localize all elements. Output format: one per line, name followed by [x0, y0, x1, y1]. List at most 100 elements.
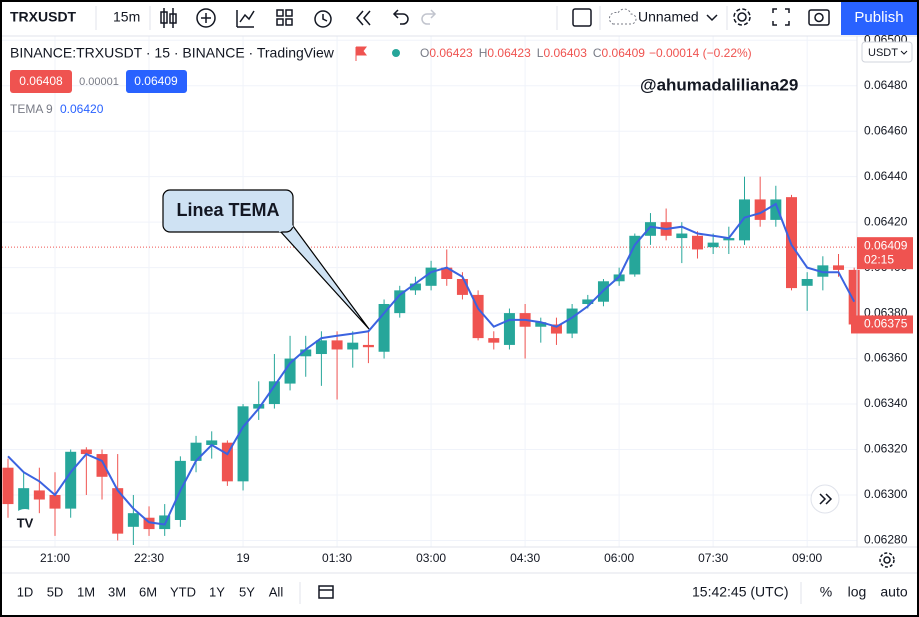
candle-body — [535, 322, 547, 327]
range-button[interactable]: 3M — [108, 584, 126, 599]
candles-icon[interactable] — [160, 8, 177, 28]
x-tick-label: 04:30 — [510, 551, 540, 565]
buy-button[interactable] — [126, 70, 187, 93]
publish-button[interactable] — [841, 2, 917, 35]
x-tick-label: 19 — [236, 551, 250, 565]
candle-body — [331, 340, 343, 350]
replay-icon[interactable] — [356, 10, 371, 26]
x-tick-label: 06:00 — [604, 551, 634, 565]
flag-icon[interactable] — [355, 46, 367, 61]
x-tick-label: 22:30 — [134, 551, 164, 565]
tv-logo[interactable]: TV — [17, 515, 34, 530]
y-tick-label: 0.06340 — [864, 396, 908, 410]
percent-toggle[interactable]: % — [820, 584, 832, 600]
fullscreen-icon[interactable] — [772, 8, 790, 26]
candle-body — [848, 269, 860, 325]
range-buttons: 1D 5D 1M 3M 6M YTD 1Y 5Y All — [17, 584, 284, 599]
spread: 0.00001 — [79, 76, 119, 88]
tv-logo-bg — [11, 509, 39, 537]
candle-body — [817, 265, 829, 277]
x-tick-label: 03:00 — [416, 551, 446, 565]
y-tick-label: 0.06460 — [864, 123, 908, 137]
candle-body — [80, 449, 92, 455]
candle-body — [394, 290, 406, 314]
watermark: @ahumadaliliana29 — [640, 75, 798, 94]
candle-body — [770, 199, 782, 220]
candle-body — [566, 308, 578, 334]
y-tick-label: 0.06480 — [864, 78, 908, 92]
symbol[interactable]: TRXUSDT — [10, 9, 77, 25]
compare-icon[interactable] — [236, 10, 255, 28]
price-axis: 0.06280 0.06300 0.06320 0.06340 0.06360 0.063… — [851, 32, 913, 547]
candle-body — [127, 513, 139, 527]
candle-body — [300, 349, 312, 357]
candle-body — [206, 440, 218, 445]
candle-body — [503, 313, 515, 345]
candle-body — [49, 494, 61, 509]
range-button[interactable]: 5D — [47, 584, 64, 599]
candle-body — [723, 238, 735, 241]
candle-body — [112, 488, 124, 534]
y-tick-label: 0.06440 — [864, 169, 908, 183]
currency-select[interactable] — [861, 41, 913, 63]
publish-label[interactable]: Publish — [854, 9, 903, 26]
candle-body — [707, 242, 719, 248]
indicators-icon[interactable] — [196, 8, 216, 28]
candle-body — [754, 199, 766, 220]
range-button[interactable]: All — [269, 584, 284, 599]
currency[interactable]: USDT — [868, 47, 898, 59]
candle-body — [362, 344, 374, 348]
candle-body — [347, 342, 359, 350]
auto-toggle[interactable]: auto — [880, 584, 907, 600]
snapshot-icon[interactable] — [808, 9, 830, 26]
candle-body — [472, 294, 484, 339]
scroll-icon[interactable] — [819, 493, 833, 505]
layout-menu[interactable] — [706, 14, 718, 22]
price-tag — [857, 237, 913, 270]
alert-icon[interactable] — [314, 10, 332, 28]
candle-body — [582, 299, 594, 305]
sell-button[interactable] — [10, 70, 72, 93]
candle-body — [738, 199, 750, 241]
currency-chevron[interactable] — [900, 50, 908, 55]
plot — [2, 176, 860, 545]
clock: 15:42:45 (UTC) — [692, 584, 788, 600]
indicator-line — [7, 202, 856, 526]
candle-body — [833, 265, 845, 270]
x-tick-label: 09:00 — [792, 551, 822, 565]
interval[interactable]: 15m — [113, 9, 140, 25]
y-tick-label: 0.06360 — [864, 351, 908, 365]
candle-body — [96, 454, 108, 477]
templates-icon[interactable] — [276, 9, 293, 26]
redo-icon — [421, 9, 437, 25]
range-button[interactable]: 1D — [17, 584, 34, 599]
x-tick-label: 21:00 — [40, 551, 70, 565]
settings-icon[interactable] — [733, 8, 751, 26]
range-button[interactable]: YTD — [170, 584, 196, 599]
candle-body — [253, 404, 265, 409]
range-button[interactable]: 1Y — [209, 584, 225, 599]
cloud-icon — [608, 8, 637, 25]
candle-body — [550, 324, 562, 334]
y-tick-label: 0.06320 — [864, 442, 908, 456]
ohlc-legend: O0.06423 H0.06423 L0.06403 C0.06409 −0.00014… — [420, 46, 752, 60]
layout-name[interactable]: Unnamed — [638, 9, 699, 25]
range-button[interactable]: 6M — [139, 584, 157, 599]
y-tick-label: 0.06300 — [864, 487, 908, 501]
range-button[interactable]: 1M — [77, 584, 95, 599]
buy-price[interactable]: 0.06409 — [134, 74, 178, 88]
select-layout[interactable] — [572, 8, 592, 27]
log-toggle[interactable]: log — [848, 584, 867, 600]
callout-box — [162, 189, 294, 233]
range-button[interactable]: 5Y — [239, 584, 255, 599]
grid — [2, 36, 857, 547]
axis-settings[interactable] — [879, 552, 895, 568]
sell-price[interactable]: 0.06408 — [19, 74, 63, 88]
date-range-icon[interactable] — [318, 585, 334, 599]
indicator-name: TEMA 9 — [10, 102, 53, 116]
callout-joint — [278, 225, 294, 233]
market-status — [392, 49, 400, 57]
undo-icon[interactable] — [392, 9, 409, 25]
candle-body — [143, 517, 155, 530]
